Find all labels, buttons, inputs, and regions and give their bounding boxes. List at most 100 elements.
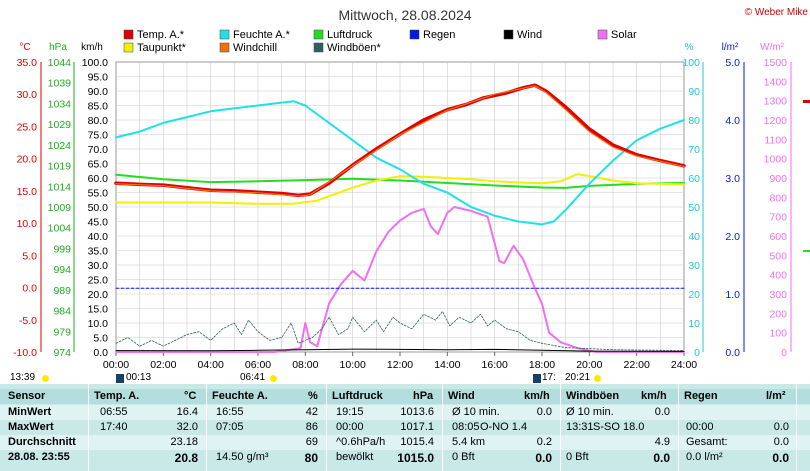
cell-p_time: 00:00 — [336, 421, 364, 433]
axis-wind-tick-1: 95.0 — [88, 72, 109, 84]
cell-p_val: 1017.1 — [400, 421, 434, 433]
cell-g_val: 4.9 — [654, 436, 670, 448]
header-hum: Feuchte A. — [212, 390, 268, 402]
axis-wind-tick-4: 80.0 — [88, 115, 109, 127]
legend-label-4: Wind — [517, 29, 542, 41]
axis-temp-tick-2: 25.0 — [17, 121, 38, 133]
header-rain-unit: l/m² — [766, 390, 786, 402]
cell-w_desc: 0 Bft — [452, 451, 475, 463]
x-tick-label-7: 14:00 — [434, 359, 460, 370]
cell-label: 28.08. 23:55 — [8, 451, 70, 463]
series-line-3 — [115, 173, 685, 205]
axis-wind-tick-9: 55.0 — [88, 188, 109, 200]
legend-swatch-0 — [123, 29, 134, 40]
legend-label-3: Regen — [423, 29, 455, 41]
axis-solar-unit: W/m² — [760, 42, 785, 53]
axis-wind-tick-8: 60.0 — [88, 173, 109, 185]
x-tick-label-2: 04:00 — [198, 359, 224, 370]
cell-p_time: ^0.6hPa/h — [336, 436, 386, 448]
cell-h_time: 14.50 g/m³ — [216, 451, 269, 463]
cell-h_val: 80 — [304, 451, 318, 465]
x-tick-label-6: 12:00 — [387, 359, 413, 370]
legend-swatch-6 — [123, 42, 134, 53]
axis-temp-tick-8: -5.0 — [19, 315, 37, 327]
legend-label-2: Luftdruck — [327, 29, 373, 41]
axis-hum-tick-2: 80 — [688, 115, 700, 127]
axis-press-tick-12: 984 — [53, 306, 71, 318]
sun-rise-icon — [270, 375, 277, 382]
axis-wind-tick-14: 30.0 — [88, 260, 109, 272]
axis-hum-tick-4: 60 — [688, 173, 700, 185]
axis-wind-tick-0: 100.0 — [82, 57, 108, 69]
legend-label-6: Taupunkt* — [137, 42, 187, 54]
x-tick-label-12: 24:00 — [671, 359, 697, 370]
header-rain: Regen — [684, 390, 718, 402]
x-tick-label-1: 02:00 — [150, 359, 176, 370]
cell-p_val: 1015.0 — [397, 451, 434, 465]
x-tick-label-10: 20:00 — [576, 359, 602, 370]
axis-rain-tick-5: 0.0 — [725, 347, 740, 359]
cell-label: MinWert — [8, 406, 52, 418]
stats-row: 28.08. 23:55 20.8 14.50 g/m³ 80 bewölkt 1015.… — [0, 450, 810, 465]
cell-r_time: Gesamt: — [686, 436, 728, 448]
header-temp-unit: °C — [184, 390, 197, 402]
series-line-5 — [115, 206, 685, 353]
axis-solar-tick-2: 1300 — [764, 96, 788, 108]
edge-marker-press — [803, 250, 810, 252]
legend-label-8: Windböen* — [327, 42, 382, 54]
sun-rise-label: 06:41 — [240, 372, 266, 383]
legend-swatch-3 — [409, 29, 420, 40]
axis-wind-tick-3: 85.0 — [88, 101, 109, 113]
axis-wind-tick-17: 15.0 — [88, 304, 109, 316]
axis-wind-unit: km/h — [81, 42, 103, 53]
axis-solar-tick-14: 100 — [769, 328, 787, 340]
cell-g_extra: S-SO 18.0 — [593, 421, 645, 433]
chart-title: Mittwoch, 28.08.2024 — [338, 7, 471, 23]
cell-w_val: 0.0 — [535, 451, 552, 465]
axis-press-tick-3: 1029 — [48, 119, 72, 131]
legend-swatch-5 — [597, 29, 608, 40]
axis-hum-tick-10: 0 — [694, 347, 700, 359]
axis-press-tick-5: 1019 — [48, 161, 72, 173]
axis-press-tick-11: 989 — [53, 285, 71, 297]
axis-wind-tick-18: 10.0 — [88, 318, 109, 330]
cell-p_val: 1015.4 — [400, 436, 434, 448]
axis-press-tick-4: 1024 — [48, 140, 72, 152]
cell-t_val: 32.0 — [176, 421, 198, 433]
cell-w_desc: 5.4 km — [452, 436, 486, 448]
header-wind: Wind — [448, 390, 475, 402]
axis-temp-tick-6: 5.0 — [22, 250, 37, 262]
x-tick-label-0: 00:00 — [103, 359, 129, 370]
axis-rain-tick-4: 1.0 — [725, 289, 740, 301]
legend-swatch-4 — [503, 29, 514, 40]
series-line-0 — [114, 83, 686, 198]
axis-press-tick-14: 974 — [53, 347, 71, 359]
cell-w_extra: O-NO 1.4 — [480, 421, 528, 433]
axis-hum-tick-6: 40 — [688, 231, 700, 243]
chart-legend: Temp. A.* Feuchte A.* Luftdruck Regen Wind So… — [123, 29, 637, 54]
series-line-2 — [115, 100, 685, 226]
sun-moon-strip: 13:39 00:13 06:41 17: 20:21 — [0, 370, 810, 384]
cell-w_desc: 08:05 — [452, 421, 480, 433]
cell-p_time: 19:15 — [336, 406, 364, 418]
cell-h_time: 16:55 — [216, 406, 244, 418]
axis-press-tick-7: 1009 — [48, 202, 72, 214]
axis-hum-tick-7: 30 — [688, 260, 700, 272]
axis-rain-unit: l/m² — [722, 42, 739, 53]
axis-rain-tick-3: 2.0 — [725, 231, 740, 243]
cell-p_time: bewölkt — [336, 451, 374, 463]
axis-wind-tick-20: 0.0 — [93, 347, 108, 359]
axis-press-unit: hPa — [49, 42, 67, 53]
legend-label-0: Temp. A.* — [137, 29, 185, 41]
axis-solar-tick-1: 1400 — [764, 76, 788, 88]
legend-label-5: Solar — [611, 29, 637, 41]
stats-row: MaxWert 17:40 32.0 07:05 86 00:00 1017.1 08:05 O… — [0, 420, 810, 435]
axis-wind-tick-19: 5.0 — [93, 333, 108, 345]
cell-h_val: 42 — [305, 406, 318, 418]
axis-solar-tick-4: 1100 — [764, 134, 787, 146]
axis-solar-tick-11: 400 — [769, 270, 787, 282]
cell-h_val: 69 — [305, 436, 318, 448]
stats-header-row: Sensor Temp. A. °C Feuchte A. % Luftdruc… — [0, 389, 810, 404]
series-line-8 — [115, 311, 685, 351]
start-time-label: 13:39 — [10, 372, 36, 383]
